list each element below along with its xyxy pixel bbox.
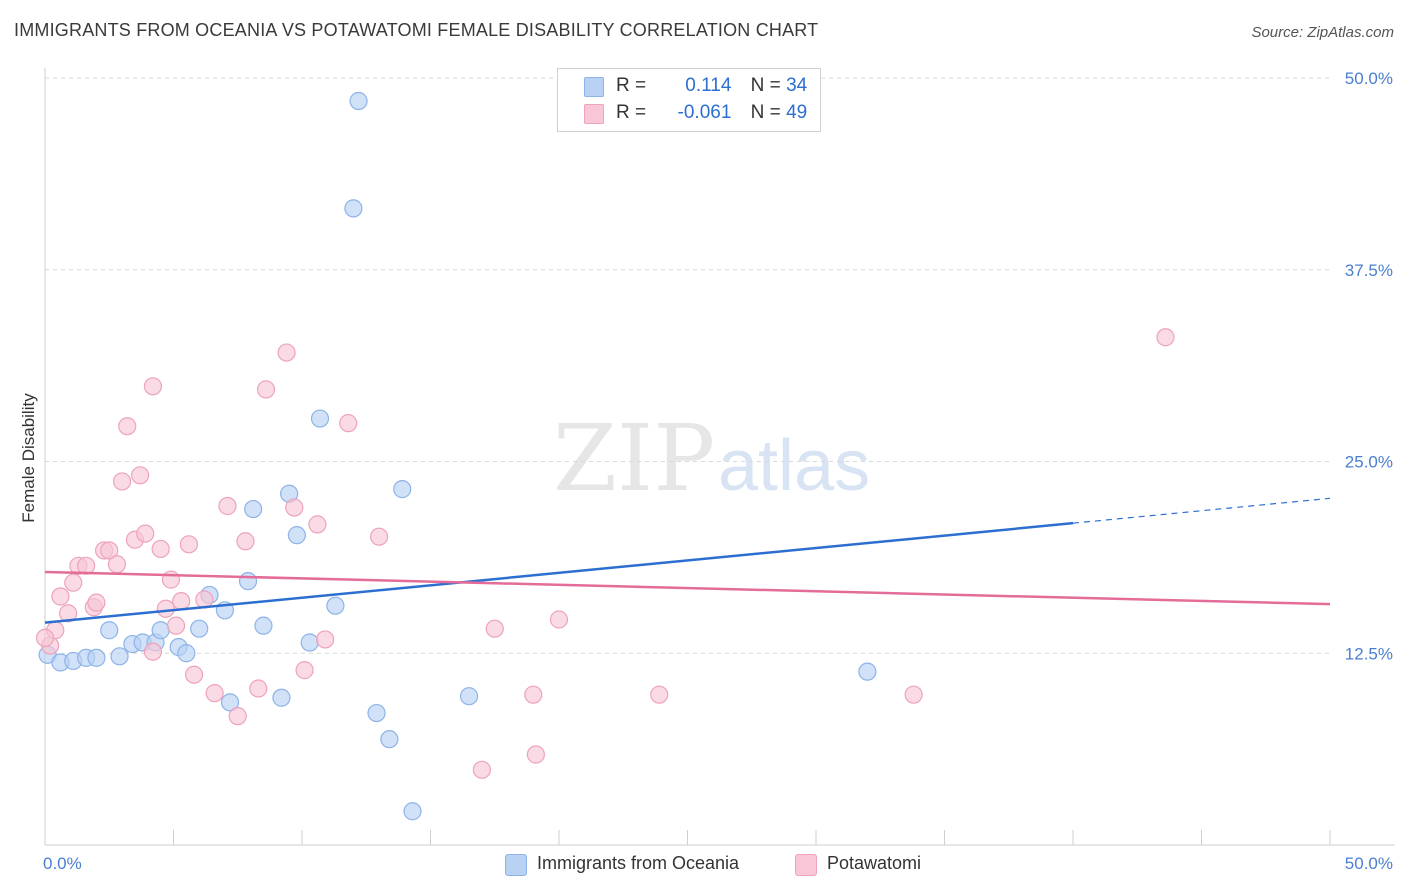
oceania-trendline-extension bbox=[1072, 497, 1331, 524]
oceania-point bbox=[367, 703, 386, 723]
potawatomi-point bbox=[526, 745, 545, 764]
y-tick-label: 50.0% bbox=[1345, 69, 1393, 88]
potawatomi-point bbox=[339, 414, 358, 433]
oceania-point bbox=[380, 730, 399, 749]
oceania-point bbox=[177, 644, 196, 663]
r-label: R = bbox=[616, 75, 647, 96]
oceania-point bbox=[190, 619, 209, 638]
oceania-point bbox=[349, 91, 368, 111]
oceania-point bbox=[87, 648, 106, 667]
potawatomi-point bbox=[370, 527, 389, 546]
legend-label-oceania: Immigrants from Oceania bbox=[537, 853, 740, 873]
potawatomi-point bbox=[100, 541, 119, 560]
r-value: 0.114 bbox=[685, 75, 732, 96]
oceania-point bbox=[272, 688, 291, 707]
oceania-point bbox=[100, 621, 119, 640]
y-tick-label: 37.5% bbox=[1345, 261, 1393, 280]
legend-label-potawatomi: Potawatomi bbox=[827, 853, 922, 873]
potawatomi-point bbox=[249, 679, 268, 698]
potawatomi-point bbox=[172, 591, 191, 611]
r-label: R = bbox=[616, 102, 647, 123]
potawatomi-point bbox=[77, 556, 96, 575]
oceania-legend-swatch bbox=[505, 854, 527, 876]
potawatomi-point bbox=[308, 515, 327, 534]
oceania-point bbox=[858, 662, 877, 681]
y-tick-label: 25.0% bbox=[1345, 453, 1393, 472]
oceania-point bbox=[110, 647, 129, 666]
potawatomi-point bbox=[130, 466, 150, 485]
potawatomi-swatch bbox=[584, 104, 604, 124]
oceania-point bbox=[344, 199, 363, 218]
oceania-point bbox=[254, 616, 273, 635]
potawatomi-point bbox=[107, 555, 127, 574]
potawatomi-point bbox=[236, 532, 255, 551]
n-value: 34 bbox=[786, 75, 808, 96]
potawatomi-point bbox=[472, 760, 491, 779]
x-tick-label: 0.0% bbox=[43, 854, 82, 873]
oceania-trendline bbox=[44, 521, 1074, 624]
potawatomi-point bbox=[285, 498, 304, 517]
potawatomi-point bbox=[218, 496, 237, 516]
potawatomi-point bbox=[166, 616, 186, 635]
potawatomi-point bbox=[184, 665, 204, 684]
oceania-point bbox=[310, 409, 330, 428]
potawatomi-point bbox=[228, 707, 247, 726]
potawatomi-point bbox=[549, 610, 569, 629]
oceania-point bbox=[403, 802, 422, 821]
potawatomi-point bbox=[143, 377, 163, 396]
potawatomi-point bbox=[1156, 328, 1175, 347]
potawatomi-point bbox=[35, 628, 55, 648]
n-value: 49 bbox=[786, 102, 808, 123]
x-tick-label: 50.0% bbox=[1345, 854, 1393, 873]
y-axis-title: Female Disability bbox=[19, 393, 38, 523]
potawatomi-point bbox=[650, 685, 669, 704]
potawatomi-point bbox=[295, 661, 314, 680]
potawatomi-point bbox=[256, 380, 276, 399]
potawatomi-point bbox=[64, 573, 83, 592]
potawatomi-point bbox=[118, 417, 137, 436]
oceania-point bbox=[459, 687, 479, 706]
potawatomi-point bbox=[485, 619, 504, 638]
n-label: N = bbox=[750, 75, 781, 96]
y-tick-label: 12.5% bbox=[1345, 644, 1393, 663]
oceania-point bbox=[326, 596, 345, 615]
potawatomi-point bbox=[277, 343, 296, 362]
potawatomi-point bbox=[205, 684, 224, 703]
potawatomi-point bbox=[151, 539, 170, 559]
potawatomi-point bbox=[136, 524, 155, 543]
source-label: Source: ZipAtlas.com bbox=[1251, 24, 1394, 41]
potawatomi-point bbox=[524, 685, 543, 704]
potawatomi-point bbox=[51, 587, 70, 606]
potawatomi-point bbox=[143, 642, 163, 661]
potawatomi-point bbox=[904, 685, 923, 704]
potawatomi-point bbox=[59, 604, 78, 623]
potawatomi-legend-swatch bbox=[795, 854, 817, 876]
potawatomi-point bbox=[112, 472, 132, 491]
oceania-swatch bbox=[584, 77, 604, 97]
potawatomi-point bbox=[179, 535, 199, 554]
n-label: N = bbox=[750, 102, 781, 123]
chart-title: IMMIGRANTS FROM OCEANIA VS POTAWATOMI FE… bbox=[14, 20, 819, 40]
oceania-point bbox=[393, 480, 412, 499]
oceania-point bbox=[244, 499, 263, 519]
oceania-point bbox=[151, 621, 170, 640]
oceania-point bbox=[287, 526, 306, 545]
potawatomi-point bbox=[87, 593, 106, 612]
r-value: -0.061 bbox=[677, 102, 732, 123]
watermark-zip: ZIP bbox=[553, 405, 715, 512]
watermark-atlas: atlas bbox=[718, 426, 870, 506]
potawatomi-point bbox=[156, 599, 175, 618]
stats-legend: R = 0.114 N = 34 R = -0.061 N = 49 bbox=[557, 68, 821, 132]
potawatomi-trendline bbox=[44, 570, 1331, 606]
potawatomi-point bbox=[316, 630, 335, 649]
oceania-point bbox=[300, 633, 319, 652]
oceania-point bbox=[238, 572, 258, 591]
potawatomi-point bbox=[161, 570, 181, 589]
oceania-point bbox=[220, 693, 240, 712]
